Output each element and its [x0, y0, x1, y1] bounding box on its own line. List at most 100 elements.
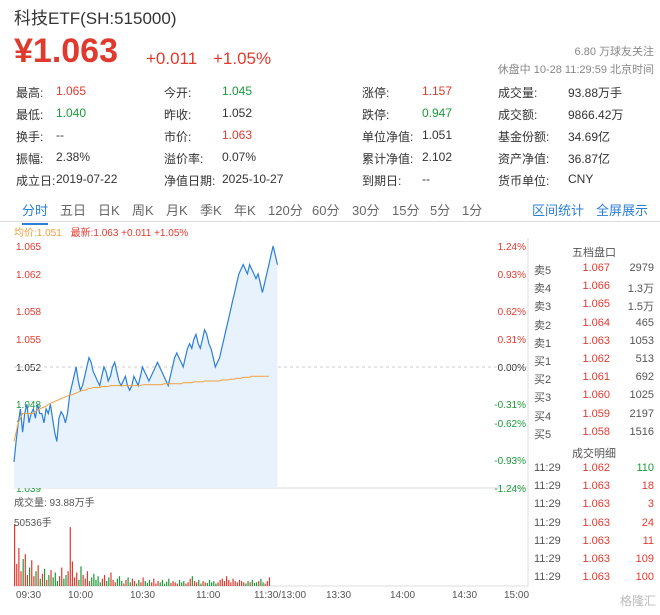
volume-bar [204, 582, 206, 586]
volume-bar [226, 576, 228, 586]
volume-bar [268, 577, 271, 586]
fullscreen-link[interactable]: 全屏展示 [596, 203, 649, 218]
volume-bar [260, 578, 262, 586]
tab-10[interactable]: 15分 [392, 203, 420, 218]
stat-value: 34.69亿 [568, 130, 611, 144]
volume-bar [230, 582, 232, 586]
volume-bar [144, 581, 146, 586]
trade-price: 1.063 [582, 498, 610, 511]
volume-bar [170, 582, 172, 586]
stat-label: 货币单位: [498, 174, 550, 188]
volume-bar [213, 581, 215, 586]
volume-bar [41, 573, 44, 586]
volume-bar [264, 583, 266, 586]
volume-bar [112, 579, 114, 586]
orderbook-side: 买4 [534, 410, 552, 423]
price-line [13, 245, 278, 462]
orderbook-price: 1.059 [582, 407, 610, 420]
stat-value: -- [422, 172, 430, 186]
volume-bar [22, 559, 24, 586]
volume-bar [69, 527, 71, 586]
trade-time: 11:29 [534, 480, 561, 493]
x-axis-label: 10:00 [68, 590, 94, 601]
volume-bar [166, 581, 168, 586]
tab-0[interactable]: 分时 [22, 200, 49, 225]
volume-bar [232, 578, 234, 586]
y-tick-right: 0.00% [498, 363, 526, 374]
tab-9[interactable]: 30分 [352, 203, 380, 218]
stat-label: 市价: [164, 130, 192, 144]
orderbook-side: 买2 [534, 374, 552, 387]
trade-volume: 11 [642, 534, 654, 547]
orderbook-price: 1.060 [582, 389, 610, 402]
tab-2[interactable]: 日K [98, 203, 120, 218]
stat-value: -- [56, 128, 64, 142]
price-area [14, 246, 278, 488]
volume-bar [24, 554, 26, 586]
x-axis-label: 13:30 [326, 590, 352, 601]
orderbook-volume: 1025 [629, 389, 654, 402]
tab-3[interactable]: 周K [132, 203, 154, 218]
y-tick-left: 1.055 [16, 335, 41, 346]
volume-bar [211, 582, 213, 586]
stat-label: 成交额: [498, 108, 538, 122]
volume-bar [129, 582, 131, 586]
orderbook-price: 1.067 [582, 262, 610, 274]
tab-8[interactable]: 60分 [312, 203, 340, 218]
range-stats-link[interactable]: 区间统计 [532, 203, 585, 218]
orderbook-side: 卖2 [534, 319, 552, 332]
volume-bar [18, 547, 20, 586]
volume-bar [191, 576, 193, 586]
orderbook-side: 卖1 [534, 337, 552, 350]
stat-label: 跌停: [362, 108, 390, 122]
volume-bar [95, 579, 97, 586]
volume-bar [78, 579, 80, 586]
y-tick-right: 0.62% [498, 307, 526, 318]
tab-11[interactable]: 5分 [430, 203, 451, 218]
tab-4[interactable]: 月K [166, 203, 188, 218]
volume-bar [241, 581, 243, 586]
avg-price-label: 均价:1.051 [14, 228, 62, 239]
stat-value: 1.157 [422, 84, 453, 98]
tab-1[interactable]: 五日 [60, 203, 87, 218]
volume-bar [208, 579, 211, 586]
volume-bar [176, 583, 178, 586]
volume-bar [110, 572, 112, 586]
orderbook-price: 1.065 [582, 298, 610, 311]
volume-bar [151, 582, 153, 586]
stat-value: 1.051 [422, 128, 453, 142]
followers-count: 6.80 万球友关注 [574, 46, 654, 58]
avg-price-line [13, 375, 269, 442]
volume-bar [196, 582, 198, 586]
tab-7[interactable]: 120分 [268, 203, 303, 218]
tab-5[interactable]: 季K [200, 203, 222, 218]
volume-bar [258, 581, 260, 586]
orderbook-price: 1.066 [582, 280, 610, 293]
volume-bar [54, 572, 56, 586]
volume-bar [127, 577, 129, 586]
orderbook-price: 1.061 [582, 371, 610, 384]
stat-value: 0.07% [222, 150, 257, 164]
orderbook-volume: 513 [635, 353, 654, 365]
stat-label: 净值日期: [164, 174, 216, 188]
orderbook-volume: 1516 [629, 425, 654, 438]
volume-bar [31, 560, 33, 586]
volume-bar [253, 582, 256, 586]
stat-label: 换手: [16, 130, 44, 144]
volume-bar [234, 581, 236, 586]
volume-bar [67, 571, 69, 586]
volume-bar [65, 574, 67, 586]
volume-bar [61, 567, 63, 586]
stat-value: 93.88万手 [568, 86, 623, 100]
volume-bar [153, 578, 155, 586]
trade-time: 11:29 [534, 553, 561, 565]
orderbook-row: 买4 1.059 2197 [534, 408, 656, 426]
volume-bar [16, 563, 18, 586]
volume-bar [238, 579, 241, 586]
tab-6[interactable]: 年K [234, 203, 256, 218]
stat-value: 1.045 [222, 84, 253, 98]
volume-bar [37, 565, 39, 586]
tab-12[interactable]: 1分 [462, 203, 483, 218]
trade-price: 1.063 [582, 480, 610, 493]
volume-bar [217, 582, 219, 586]
